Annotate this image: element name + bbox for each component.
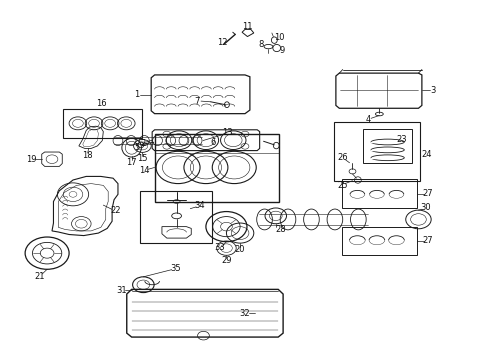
Text: 12: 12 xyxy=(217,38,227,47)
Text: 11: 11 xyxy=(242,22,252,31)
Text: 25: 25 xyxy=(338,181,348,190)
Bar xyxy=(155,134,279,202)
Text: 16: 16 xyxy=(97,99,107,108)
Text: 33: 33 xyxy=(214,243,225,252)
Text: 26: 26 xyxy=(338,153,348,162)
Text: 29: 29 xyxy=(221,256,232,265)
Text: 20: 20 xyxy=(235,245,245,254)
Text: 5: 5 xyxy=(134,143,139,152)
Text: 27: 27 xyxy=(422,189,433,198)
Text: 4: 4 xyxy=(366,115,371,124)
Text: 30: 30 xyxy=(420,203,431,212)
Text: 27: 27 xyxy=(422,237,433,246)
Text: 17: 17 xyxy=(126,158,137,167)
Text: 23: 23 xyxy=(396,135,407,144)
Text: 19: 19 xyxy=(26,155,36,164)
Text: 31: 31 xyxy=(117,286,127,295)
Text: 22: 22 xyxy=(111,206,121,215)
Text: 28: 28 xyxy=(276,225,287,234)
Bar xyxy=(334,122,420,181)
Text: 10: 10 xyxy=(274,33,285,42)
Text: 13: 13 xyxy=(222,128,233,137)
Text: 3: 3 xyxy=(430,86,436,95)
Bar xyxy=(342,179,417,208)
Text: 9: 9 xyxy=(279,46,285,55)
Text: 14: 14 xyxy=(139,166,149,175)
Text: 35: 35 xyxy=(170,264,180,273)
Text: 32: 32 xyxy=(240,309,250,318)
Text: 21: 21 xyxy=(34,271,45,280)
Bar xyxy=(342,226,417,255)
Text: 15: 15 xyxy=(137,154,147,163)
Text: 8: 8 xyxy=(258,40,263,49)
Text: 18: 18 xyxy=(82,151,93,160)
Bar xyxy=(363,129,412,163)
Text: 1: 1 xyxy=(134,90,139,99)
Bar xyxy=(63,109,143,138)
Bar xyxy=(140,191,212,243)
Text: 6: 6 xyxy=(211,138,216,147)
Text: 7: 7 xyxy=(195,96,200,105)
Text: 2: 2 xyxy=(141,139,146,148)
Text: 34: 34 xyxy=(195,201,205,210)
Text: 24: 24 xyxy=(421,150,432,159)
